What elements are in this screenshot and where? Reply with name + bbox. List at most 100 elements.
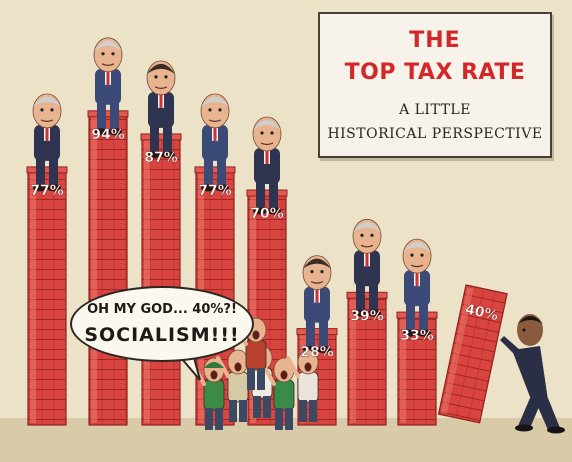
bar-3 — [140, 133, 182, 426]
bar-cap — [140, 133, 182, 141]
right-shoe — [367, 309, 381, 317]
politician-figure-3 — [146, 60, 176, 159]
hair — [201, 96, 229, 107]
bar-cap — [194, 166, 236, 174]
hair — [403, 242, 431, 253]
bar-highlight — [350, 298, 356, 423]
right-shoe — [317, 346, 331, 354]
data-label: 39% — [350, 308, 384, 324]
tie — [315, 288, 319, 303]
left-eye — [310, 270, 314, 274]
bar-cap — [346, 291, 388, 299]
left-shoe — [403, 329, 417, 337]
left-leg — [275, 408, 283, 430]
left-leg — [356, 284, 365, 313]
right-eye — [370, 233, 374, 237]
pushing-figure — [500, 314, 565, 434]
chart-title-line1: THE — [409, 28, 461, 53]
right-leg — [239, 400, 247, 422]
torso — [202, 124, 228, 161]
left-shoe — [353, 309, 367, 317]
mouth — [360, 244, 374, 248]
left-leg — [97, 102, 106, 131]
eye — [522, 328, 526, 332]
open-mouth — [210, 370, 218, 380]
right-leg — [257, 368, 265, 390]
left-leg — [306, 320, 315, 349]
left-shoe — [94, 128, 108, 136]
left-leg — [253, 396, 261, 418]
left-eye — [260, 131, 264, 135]
right-leg — [217, 158, 226, 187]
data-label: 33% — [400, 328, 434, 344]
torso — [148, 91, 174, 128]
politician-figure-5 — [252, 116, 282, 215]
bar-cap — [396, 311, 438, 319]
tie — [159, 93, 163, 108]
bar-9: 40% — [437, 284, 508, 424]
hair — [147, 63, 175, 74]
chart-subtitle-line2: HISTORICAL PERSPECTIVE — [327, 126, 543, 142]
mouth — [154, 86, 168, 89]
right-shoe — [267, 207, 281, 215]
tie — [106, 70, 110, 85]
left-leg — [36, 158, 45, 187]
bar-highlight — [250, 196, 256, 423]
right-leg — [49, 158, 58, 187]
right-leg — [319, 320, 328, 349]
raised-arm — [286, 356, 300, 378]
left-eye — [410, 253, 414, 257]
left-shoe — [253, 207, 267, 215]
right-leg — [419, 304, 428, 333]
data-label: 87% — [144, 150, 178, 166]
shoe-front — [515, 424, 533, 432]
tie — [365, 252, 369, 267]
politician-figure-1 — [32, 93, 62, 192]
bar-cap — [296, 328, 338, 336]
left-leg — [256, 182, 265, 210]
politicians-group — [32, 37, 565, 434]
bar-highlight — [144, 139, 150, 423]
head — [517, 314, 543, 346]
body — [203, 379, 225, 411]
leg-back — [534, 398, 560, 430]
data-label: 77% — [30, 183, 64, 199]
open-mouth — [234, 362, 242, 372]
tie — [45, 126, 49, 141]
right-shoe — [108, 128, 122, 136]
hair — [518, 316, 543, 324]
tie — [265, 150, 269, 164]
data-label: 70% — [250, 206, 284, 222]
body — [227, 371, 249, 403]
mouth — [40, 119, 54, 122]
bar-cap — [26, 166, 68, 174]
politician-figure-8 — [402, 238, 432, 337]
right-leg — [369, 284, 378, 313]
bar-cap — [246, 189, 288, 197]
hair — [94, 40, 122, 51]
left-shoe — [147, 151, 161, 159]
cap — [204, 362, 224, 368]
right-eye — [50, 108, 54, 112]
right-leg — [285, 408, 293, 430]
raised-arm — [262, 364, 276, 386]
tie — [213, 126, 217, 141]
bar-rect — [437, 284, 508, 424]
left-eye — [208, 108, 212, 112]
right-shoe — [215, 184, 229, 192]
open-mouth — [304, 362, 312, 372]
left-eye — [360, 233, 364, 237]
right-eye — [111, 52, 115, 56]
torso — [254, 148, 280, 184]
torso — [34, 124, 60, 161]
bar-2 — [87, 110, 129, 426]
bar-highlight — [91, 116, 97, 424]
right-shoe — [47, 184, 61, 192]
torso — [304, 286, 330, 323]
bar-highlight — [30, 172, 36, 423]
right-eye — [320, 270, 324, 274]
left-leg — [204, 158, 213, 187]
politician-figure-2 — [93, 37, 123, 136]
left-leg — [247, 368, 255, 390]
right-eye — [420, 253, 424, 257]
